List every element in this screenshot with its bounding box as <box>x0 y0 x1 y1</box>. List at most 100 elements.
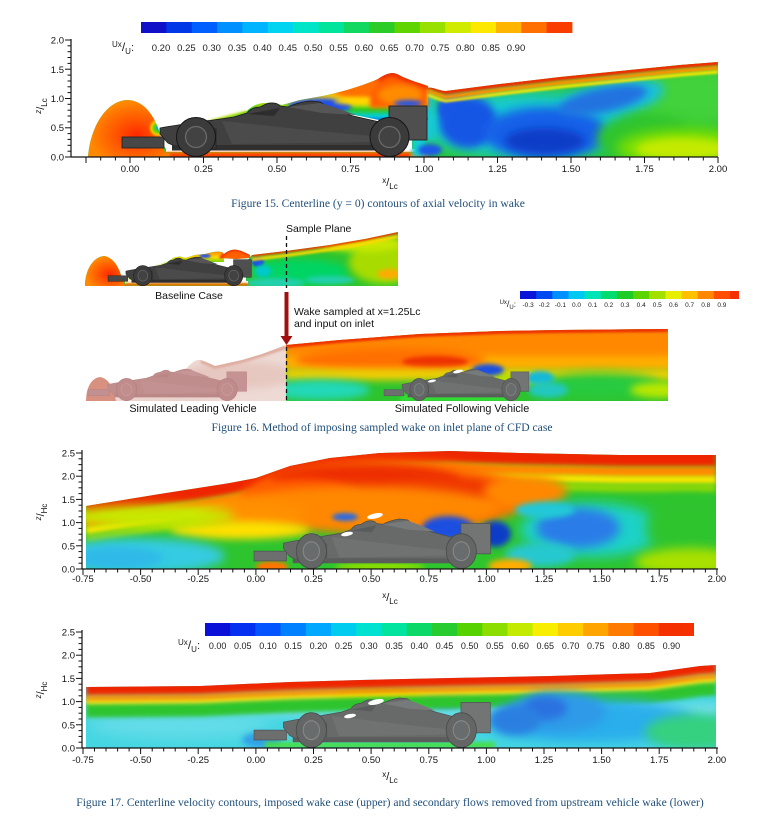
svg-text:1.75: 1.75 <box>650 574 669 585</box>
svg-text:1.50: 1.50 <box>562 164 581 175</box>
svg-text:0.5: 0.5 <box>62 720 75 731</box>
svg-text:0.0: 0.0 <box>572 302 581 309</box>
svg-text:0.65: 0.65 <box>380 43 399 54</box>
svg-text:0.05: 0.05 <box>234 641 252 651</box>
svg-text:1.5: 1.5 <box>62 674 75 685</box>
svg-text:0.50: 0.50 <box>362 755 381 766</box>
svg-text:Ux/U:: Ux/U: <box>112 40 134 56</box>
svg-text:1.50: 1.50 <box>592 574 611 585</box>
svg-text:0.0: 0.0 <box>51 153 64 164</box>
svg-text:x/Lc: x/Lc <box>382 176 398 191</box>
svg-text:1.25: 1.25 <box>535 755 554 766</box>
svg-text:0.2: 0.2 <box>604 302 613 309</box>
svg-text:0.20: 0.20 <box>152 43 171 54</box>
svg-text:0.90: 0.90 <box>507 43 526 54</box>
svg-text:0.75: 0.75 <box>587 641 605 651</box>
svg-text:1.5: 1.5 <box>62 495 75 506</box>
svg-text:0.00: 0.00 <box>247 574 266 585</box>
svg-text:0.5: 0.5 <box>653 302 662 309</box>
svg-text:0.25: 0.25 <box>335 641 353 651</box>
svg-text:0.25: 0.25 <box>194 164 213 175</box>
svg-text:0.75: 0.75 <box>420 574 439 585</box>
svg-text:2.0: 2.0 <box>62 472 75 483</box>
svg-text:0.25: 0.25 <box>304 574 323 585</box>
svg-text:0.80: 0.80 <box>456 43 475 54</box>
svg-text:1.0: 1.0 <box>51 94 64 105</box>
svg-text:-0.25: -0.25 <box>187 755 209 766</box>
svg-text:0.00: 0.00 <box>209 641 227 651</box>
svg-text:0.75: 0.75 <box>341 164 360 175</box>
svg-text:Ux/U:: Ux/U: <box>178 638 200 654</box>
svg-text:0.80: 0.80 <box>612 641 630 651</box>
svg-text:0.50: 0.50 <box>304 43 323 54</box>
svg-text:0.4: 0.4 <box>637 302 646 309</box>
svg-text:0.30: 0.30 <box>202 43 221 54</box>
svg-text:-0.2: -0.2 <box>539 302 551 309</box>
svg-text:-0.75: -0.75 <box>72 755 94 766</box>
svg-text:0.5: 0.5 <box>62 541 75 552</box>
svg-text:0.0: 0.0 <box>62 565 75 576</box>
svg-text:z/Lc: z/Lc <box>34 98 49 115</box>
svg-text:1.75: 1.75 <box>635 164 654 175</box>
svg-text:-0.1: -0.1 <box>555 302 567 309</box>
svg-text:0.50: 0.50 <box>362 574 381 585</box>
svg-text:2.0: 2.0 <box>62 651 75 662</box>
svg-text:1.0: 1.0 <box>62 697 75 708</box>
svg-text:1.0: 1.0 <box>62 518 75 529</box>
svg-text:0.55: 0.55 <box>486 641 504 651</box>
svg-text:0.25: 0.25 <box>177 43 196 54</box>
svg-text:0.9: 0.9 <box>717 302 726 309</box>
svg-text:2.5: 2.5 <box>62 449 75 460</box>
svg-text:-0.3: -0.3 <box>522 302 534 309</box>
svg-text:0.70: 0.70 <box>405 43 424 54</box>
svg-text:0.70: 0.70 <box>562 641 580 651</box>
svg-text:0.50: 0.50 <box>461 641 479 651</box>
svg-text:0.8: 0.8 <box>701 302 710 309</box>
svg-text:0.25: 0.25 <box>304 755 323 766</box>
svg-text:1.25: 1.25 <box>488 164 507 175</box>
svg-text:0.20: 0.20 <box>310 641 328 651</box>
svg-text:0.1: 0.1 <box>588 302 597 309</box>
svg-text:1.75: 1.75 <box>650 755 669 766</box>
svg-text:0.65: 0.65 <box>537 641 555 651</box>
svg-text:Ux/U:: Ux/U: <box>500 299 516 311</box>
svg-text:x/Lc: x/Lc <box>382 591 398 606</box>
svg-text:Sample Plane: Sample Plane <box>286 223 352 235</box>
svg-text:1.00: 1.00 <box>415 164 434 175</box>
svg-text:z/Hc: z/Hc <box>34 682 49 700</box>
svg-text:0.35: 0.35 <box>385 641 403 651</box>
svg-text:-0.50: -0.50 <box>130 574 152 585</box>
svg-text:2.00: 2.00 <box>708 574 727 585</box>
svg-text:1.25: 1.25 <box>535 574 554 585</box>
svg-text:0.40: 0.40 <box>253 43 272 54</box>
svg-text:0.0: 0.0 <box>62 744 75 755</box>
svg-text:0.45: 0.45 <box>436 641 454 651</box>
svg-text:0.85: 0.85 <box>481 43 500 54</box>
svg-text:-0.75: -0.75 <box>72 574 94 585</box>
svg-text:0.85: 0.85 <box>637 641 655 651</box>
svg-text:0.90: 0.90 <box>663 641 681 651</box>
svg-text:2.00: 2.00 <box>708 755 727 766</box>
svg-text:0.75: 0.75 <box>431 43 450 54</box>
svg-text:-0.25: -0.25 <box>187 574 209 585</box>
svg-text:z/Hc: z/Hc <box>34 504 49 522</box>
svg-text:-0.50: -0.50 <box>130 755 152 766</box>
svg-text:0.45: 0.45 <box>279 43 298 54</box>
svg-text:0.40: 0.40 <box>411 641 429 651</box>
svg-text:0.60: 0.60 <box>355 43 374 54</box>
svg-text:0.7: 0.7 <box>685 302 694 309</box>
svg-text:Simulated Following Vehicle: Simulated Following Vehicle <box>395 403 529 415</box>
svg-text:0.3: 0.3 <box>620 302 629 309</box>
svg-text:2.0: 2.0 <box>51 36 64 47</box>
svg-text:1.00: 1.00 <box>477 755 496 766</box>
svg-text:0.00: 0.00 <box>121 164 140 175</box>
svg-text:0.00: 0.00 <box>247 755 266 766</box>
svg-text:x/Lc: x/Lc <box>382 770 398 785</box>
svg-text:0.10: 0.10 <box>259 641 277 651</box>
svg-text:0.30: 0.30 <box>360 641 378 651</box>
svg-text:0.50: 0.50 <box>268 164 287 175</box>
svg-text:0.55: 0.55 <box>329 43 348 54</box>
svg-text:0.75: 0.75 <box>420 755 439 766</box>
svg-text:0.15: 0.15 <box>284 641 302 651</box>
svg-text:Figure 16. Method of imposing: Figure 16. Method of imposing sampled wa… <box>212 421 553 434</box>
